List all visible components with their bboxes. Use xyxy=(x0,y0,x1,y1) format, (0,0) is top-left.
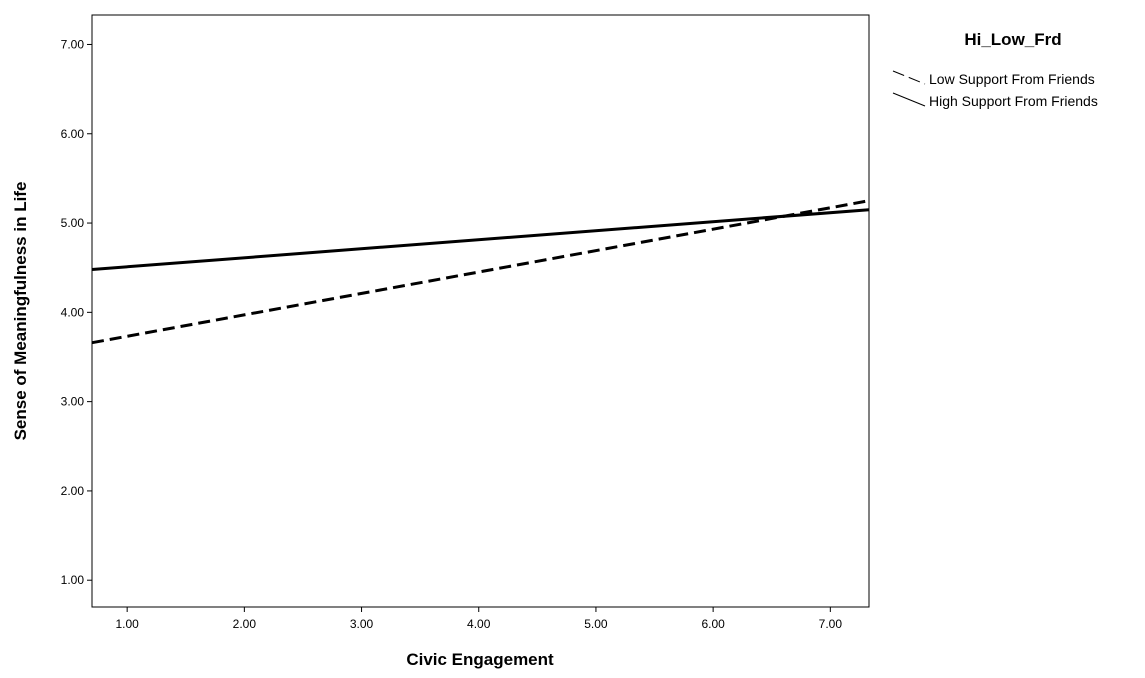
y-tick-label: 4.00 xyxy=(61,305,85,319)
x-tick-label: 2.00 xyxy=(233,617,257,631)
x-tick-label: 3.00 xyxy=(350,617,374,631)
legend-item-label: High Support From Friends xyxy=(929,93,1098,109)
y-tick-label: 7.00 xyxy=(61,37,85,51)
x-tick-label: 5.00 xyxy=(584,617,608,631)
x-tick-label: 4.00 xyxy=(467,617,491,631)
legend-item-label: Low Support From Friends xyxy=(929,71,1095,87)
x-tick-label: 7.00 xyxy=(819,617,843,631)
y-axis-ticks: 1.00 2.00 3.00 4.00 5.00 6.00 7.00 xyxy=(61,37,92,587)
x-tick-label: 1.00 xyxy=(115,617,139,631)
high-support-line xyxy=(91,208,870,271)
legend-title: Hi_Low_Frd xyxy=(964,30,1061,49)
y-tick-label: 3.00 xyxy=(61,395,85,409)
legend: Hi_Low_Frd Low Support From Friends High … xyxy=(892,30,1098,109)
y-axis-title: Sense of Meaningfulness in Life xyxy=(11,182,30,441)
y-tick-label: 5.00 xyxy=(61,216,85,230)
y-tick-label: 2.00 xyxy=(61,484,85,498)
series-lines xyxy=(91,199,870,345)
x-axis-ticks: 1.00 2.00 3.00 4.00 5.00 6.00 7.00 xyxy=(115,607,842,631)
plot-frame xyxy=(91,14,870,608)
x-tick-label: 6.00 xyxy=(701,617,725,631)
y-tick-label: 6.00 xyxy=(61,127,85,141)
low-support-line xyxy=(91,199,870,345)
legend-swatch xyxy=(892,70,926,85)
x-axis-title: Civic Engagement xyxy=(406,650,554,669)
y-tick-label: 1.00 xyxy=(61,573,85,587)
legend-swatch xyxy=(892,92,926,107)
